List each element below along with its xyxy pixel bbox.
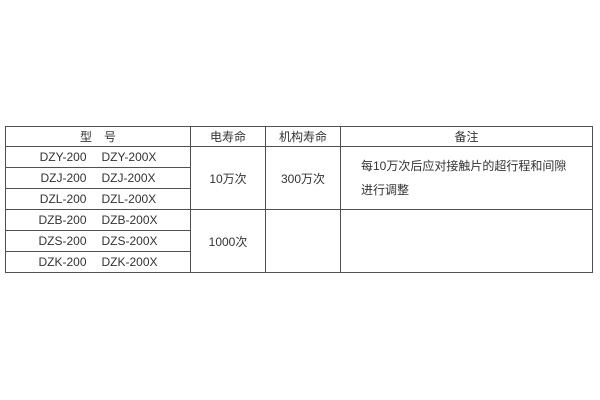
model-name-variant: DZL-200X xyxy=(101,192,157,206)
table-header-row: 型 号 电寿命 机构寿命 备注 xyxy=(5,126,593,147)
header-model: 型 号 xyxy=(5,126,191,147)
model-cell: DZS-200 DZS-200X xyxy=(5,230,191,252)
table-row: DZJ-200 DZJ-200X xyxy=(5,167,593,189)
remarks-line: 进行调整 xyxy=(361,183,410,197)
spec-table: 型 号 电寿命 机构寿命 备注 DZY-200 DZY-200X 10万次 300… xyxy=(5,126,593,273)
model-name: DZL-200 xyxy=(39,192,87,206)
header-mechanical-life: 机构寿命 xyxy=(265,126,341,147)
electrical-life-cell: 1000次 xyxy=(190,209,266,273)
table-row: DZS-200 DZS-200X xyxy=(5,230,593,252)
table-row: DZY-200 DZY-200X 10万次 300万次 每10万次后应对接触片的超… xyxy=(5,146,593,210)
model-name: DZJ-200 xyxy=(40,171,87,185)
model-name-variant: DZK-200X xyxy=(101,255,158,269)
header-electrical-life: 电寿命 xyxy=(190,126,266,147)
mechanical-life-cell xyxy=(265,209,341,273)
model-cell: DZK-200 DZK-200X xyxy=(5,251,191,273)
model-name: DZS-200 xyxy=(38,234,87,248)
mechanical-life-cell: 300万次 xyxy=(265,146,341,210)
model-name: DZY-200 xyxy=(39,150,87,164)
table-row: DZL-200 DZL-200X xyxy=(5,188,593,210)
model-name-variant: DZB-200X xyxy=(101,213,158,227)
electrical-life-cell: 10万次 xyxy=(190,146,266,210)
remarks-cell xyxy=(340,209,593,273)
table-row: DZB-200 DZB-200X 1000次 xyxy=(5,209,593,273)
model-name-variant: DZJ-200X xyxy=(101,171,156,185)
model-name: DZB-200 xyxy=(38,213,87,227)
model-name-variant: DZS-200X xyxy=(101,234,158,248)
table-row: DZK-200 DZK-200X xyxy=(5,251,593,273)
model-cell: DZL-200 DZL-200X xyxy=(5,188,191,210)
model-name-variant: DZY-200X xyxy=(101,150,157,164)
model-name: DZK-200 xyxy=(38,255,87,269)
remarks-cell: 每10万次后应对接触片的超行程和间隙 进行调整 xyxy=(340,146,593,210)
header-remarks: 备注 xyxy=(340,126,593,147)
remarks-line: 每10万次后应对接触片的超行程和间隙 xyxy=(361,159,567,173)
model-cell: DZY-200 DZY-200X xyxy=(5,146,191,168)
model-cell: DZB-200 DZB-200X xyxy=(5,209,191,231)
model-cell: DZJ-200 DZJ-200X xyxy=(5,167,191,189)
